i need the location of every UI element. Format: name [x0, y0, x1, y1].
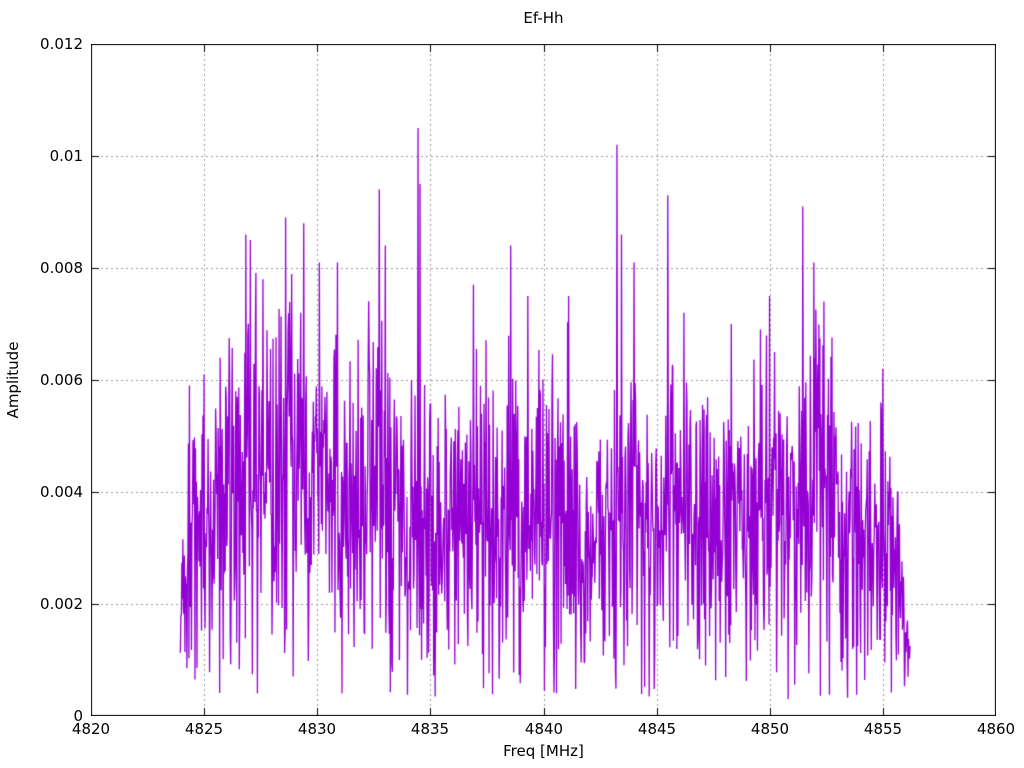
- x-tick-label: 4820: [71, 720, 111, 738]
- chart-title: Ef-Hh: [523, 9, 564, 27]
- y-tick-label: 0.01: [49, 147, 83, 165]
- y-tick-label: 0.012: [40, 35, 83, 53]
- y-tick-label: 0.006: [40, 371, 83, 389]
- y-tick-label: 0: [73, 707, 83, 725]
- y-axis-label: Amplitude: [4, 341, 22, 419]
- x-tick-label: 4845: [637, 720, 677, 738]
- x-axis-label: Freq [MHz]: [503, 742, 584, 760]
- x-tick-label: 4855: [863, 720, 903, 738]
- y-tick-label: 0.004: [40, 483, 83, 501]
- x-tick-label: 4860: [976, 720, 1016, 738]
- plot-canvas: [91, 44, 996, 716]
- x-tick-label: 4825: [184, 720, 224, 738]
- x-tick-label: 4830: [297, 720, 337, 738]
- y-tick-label: 0.008: [40, 259, 83, 277]
- x-tick-label: 4840: [524, 720, 564, 738]
- x-tick-label: 4835: [410, 720, 450, 738]
- y-tick-label: 0.002: [40, 595, 83, 613]
- x-tick-label: 4850: [750, 720, 790, 738]
